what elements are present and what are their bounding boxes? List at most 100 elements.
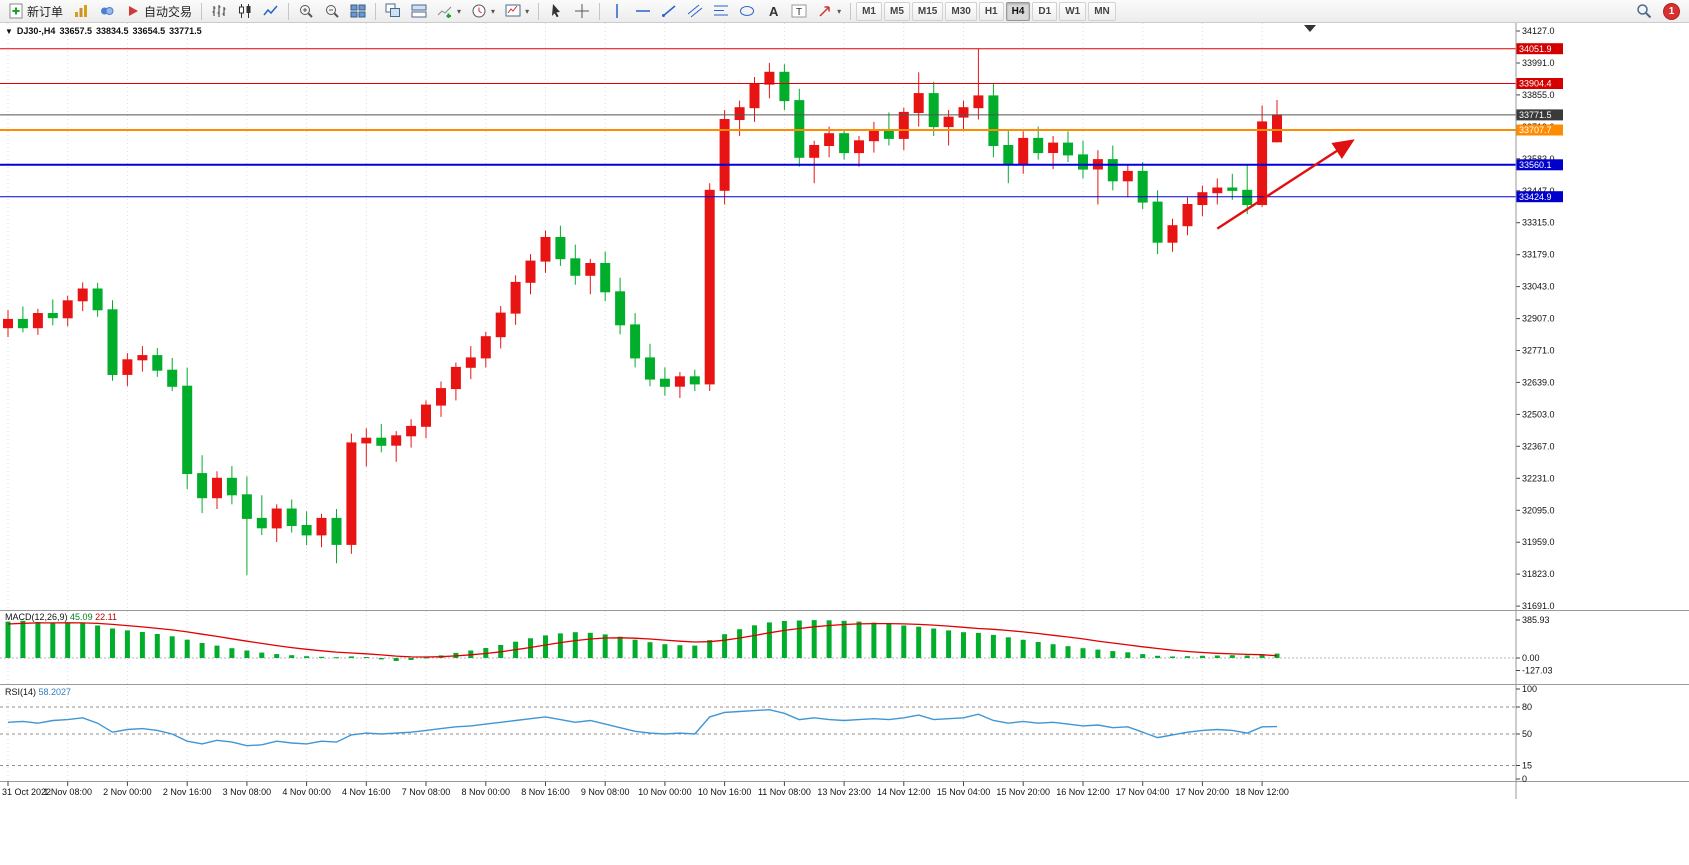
- candle-body: [988, 95, 999, 146]
- candlestick-mode-button[interactable]: [233, 0, 257, 22]
- indicators-button[interactable]: ▾: [433, 0, 465, 22]
- line-chart-mode-button[interactable]: [259, 0, 283, 22]
- price-tick-label: 31691.0: [1522, 601, 1555, 611]
- price-badge-label: 33904.4: [1519, 79, 1552, 89]
- bar-chart-mode-button[interactable]: [207, 0, 231, 22]
- price-scale[interactable]: [1516, 23, 1689, 781]
- channel-icon: [687, 3, 703, 19]
- candle-body: [749, 83, 760, 109]
- macd-histogram-bar: [886, 624, 892, 658]
- chart-columns-icon: [73, 3, 89, 19]
- toolbar: 新订单 自动交易 ▾ ▾ ▾ A T ▾ M1 M5 M15 M30 H1 H4 D1 W1 MN 1: [0, 0, 1689, 23]
- equidistant-channel-button[interactable]: [683, 0, 707, 22]
- time-axis-label: 1 Nov 08:00: [43, 787, 92, 797]
- shapes-button[interactable]: [735, 0, 759, 22]
- candle-body: [525, 260, 536, 283]
- chart-area[interactable]: 34127.033991.033855.033719.033583.033447…: [0, 23, 1689, 865]
- crosshair-button[interactable]: [570, 0, 594, 22]
- macd-histogram-bar: [289, 655, 295, 658]
- timeframe-m5-button[interactable]: M5: [884, 1, 910, 21]
- macd-histogram-bar: [856, 621, 862, 658]
- macd-histogram-bar: [602, 634, 608, 658]
- timeframe-h1-button[interactable]: H1: [978, 1, 1004, 21]
- macd-histogram-bar: [1214, 655, 1220, 658]
- price-tick-label: 34127.0: [1522, 26, 1555, 36]
- timeframe-h4-button[interactable]: H4: [1005, 1, 1031, 21]
- horizontal-line-button[interactable]: [631, 0, 655, 22]
- candle-body: [645, 357, 655, 380]
- timeframe-m15-button[interactable]: M15: [911, 1, 944, 21]
- zoom-out-button[interactable]: [320, 0, 344, 22]
- macd-histogram-bar: [811, 620, 817, 658]
- price-tick-label: 33315.0: [1522, 218, 1555, 228]
- candle-body: [421, 404, 431, 427]
- candle-body: [704, 189, 715, 385]
- macd-histogram-bar: [408, 658, 414, 660]
- time-axis-label: 3 Nov 08:00: [223, 787, 272, 797]
- time-axis-label: 18 Nov 12:00: [1235, 787, 1289, 797]
- time-axis-label: 10 Nov 16:00: [698, 787, 752, 797]
- macd-histogram-bar: [1199, 655, 1205, 658]
- price-badge: [1516, 191, 1563, 203]
- tile-windows-button[interactable]: [346, 0, 370, 22]
- bars-icon: [211, 3, 227, 19]
- timeframe-m30-button[interactable]: M30: [945, 1, 977, 21]
- toolbar-separator: [538, 2, 540, 20]
- trendline-button[interactable]: [657, 0, 681, 22]
- profiles-button[interactable]: [95, 0, 119, 22]
- timeframe-d1-button[interactable]: D1: [1032, 1, 1058, 21]
- text-label-button[interactable]: T: [787, 0, 811, 22]
- profiles-icon: [99, 3, 115, 19]
- auto-trading-button[interactable]: 自动交易: [121, 0, 196, 22]
- notification-badge[interactable]: 1: [1663, 2, 1680, 20]
- time-axis-label: 8 Nov 00:00: [462, 787, 511, 797]
- cursor-button[interactable]: [544, 0, 568, 22]
- macd-histogram-bar: [557, 633, 563, 658]
- timeframe-m1-button[interactable]: M1: [856, 1, 882, 21]
- timeframe-mn-button[interactable]: MN: [1088, 1, 1116, 21]
- candle-body: [1048, 142, 1059, 153]
- price-badge-label: 33424.9: [1519, 192, 1552, 202]
- macd-histogram-bar: [348, 656, 354, 658]
- macd-histogram-bar: [1035, 642, 1041, 658]
- time-scale[interactable]: [0, 782, 1516, 799]
- arrows-button[interactable]: ▾: [813, 0, 845, 22]
- candle-body: [630, 324, 641, 359]
- search-button[interactable]: [1632, 0, 1656, 22]
- periods-button[interactable]: ▾: [467, 0, 499, 22]
- dropdown-caret: ▾: [837, 6, 842, 16]
- templates-button[interactable]: ▾: [501, 0, 533, 22]
- candle-body: [1227, 187, 1238, 191]
- text-a-icon: A: [765, 3, 781, 19]
- shapes-icon: [739, 3, 755, 19]
- charts-button[interactable]: [69, 0, 93, 22]
- macd-histogram-bar: [139, 632, 145, 658]
- time-axis-label: 2 Nov 00:00: [103, 787, 152, 797]
- candle-body: [1257, 121, 1268, 205]
- vertical-line-button[interactable]: [605, 0, 629, 22]
- price-badge: [1516, 159, 1563, 171]
- candle-body: [212, 477, 222, 499]
- zoom-in-button[interactable]: [294, 0, 318, 22]
- arrange-windows-button[interactable]: [407, 0, 431, 22]
- chart-canvas[interactable]: 34127.033991.033855.033719.033583.033447…: [0, 23, 1689, 865]
- timeframe-w1-button[interactable]: W1: [1059, 1, 1087, 21]
- hline-icon: [635, 3, 651, 19]
- one-click-trading-toggle[interactable]: ▼: [5, 27, 13, 36]
- trendline-icon: [661, 3, 677, 19]
- new-order-button[interactable]: 新订单: [4, 0, 67, 22]
- macd-histogram-bar: [632, 639, 638, 658]
- price-tick-label: 33043.0: [1522, 282, 1555, 292]
- candle-body: [1063, 142, 1073, 156]
- macd-histogram-bar: [1259, 654, 1265, 658]
- cascade-windows-button[interactable]: [381, 0, 405, 22]
- macd-histogram-bar: [617, 636, 623, 658]
- text-button[interactable]: A: [761, 0, 785, 22]
- price-badge: [1516, 78, 1563, 89]
- candle-body: [391, 435, 402, 446]
- macd-histogram-bar: [781, 621, 787, 658]
- trend-arrow-annotation[interactable]: [1216, 139, 1355, 230]
- fibonacci-button[interactable]: [709, 0, 733, 22]
- chart-shift-marker[interactable]: [1304, 25, 1316, 32]
- macd-histogram-bar: [95, 625, 101, 658]
